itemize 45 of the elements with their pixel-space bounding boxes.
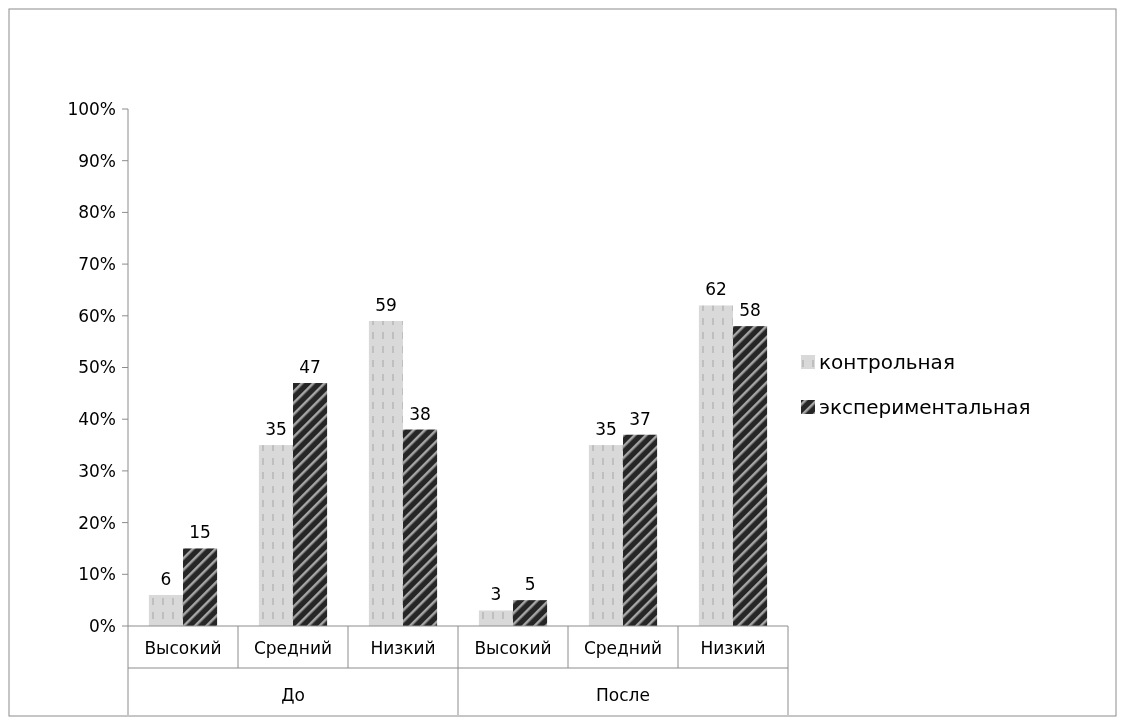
bar: [623, 434, 658, 626]
y-tick-label: 0%: [89, 615, 116, 636]
data-label: 38: [409, 403, 431, 424]
bar: [588, 445, 623, 626]
x-tick-label: Низкий: [370, 637, 436, 658]
data-label: 37: [629, 408, 651, 429]
bar: [733, 326, 768, 626]
bar: [293, 383, 328, 626]
x-tick-label: Высокий: [144, 637, 222, 658]
text: До: [281, 684, 305, 705]
y-tick-label: 30%: [78, 460, 116, 481]
legend-label: экспериментальная: [819, 395, 1031, 419]
data-label: 5: [524, 574, 536, 595]
bar: [513, 600, 548, 626]
y-tick-label: 40%: [78, 409, 116, 430]
x-tick-label: Средний: [253, 637, 333, 658]
y-tick-label: 100%: [67, 98, 116, 119]
data-label: 58: [739, 300, 761, 321]
legend-label: контрольная: [819, 350, 955, 374]
x-tick-label: Низкий: [700, 637, 766, 658]
bar: [698, 305, 733, 626]
text: После: [596, 684, 650, 705]
bar: [368, 320, 403, 626]
x-tick-label: Высокий: [474, 637, 552, 658]
data-label: 62: [705, 279, 727, 300]
bar: [403, 429, 438, 626]
y-tick-label: 80%: [78, 202, 116, 223]
x-tick-label: Средний: [583, 637, 663, 658]
bar: [148, 594, 183, 626]
bar: [183, 548, 218, 626]
data-label: 35: [265, 419, 287, 440]
data-label: 15: [189, 522, 211, 543]
y-tick-label: 50%: [78, 357, 116, 378]
data-label: 6: [160, 568, 172, 589]
y-tick-label: 90%: [78, 150, 116, 171]
y-tick-label: 70%: [78, 254, 116, 275]
data-label: 3: [490, 584, 502, 605]
data-label: 59: [375, 294, 397, 315]
bar: [258, 445, 293, 626]
bar: [478, 610, 513, 626]
y-tick-label: 20%: [78, 512, 116, 533]
y-tick-label: 60%: [78, 305, 116, 326]
data-label: 35: [595, 419, 617, 440]
data-label: 47: [299, 357, 321, 378]
y-tick-label: 10%: [78, 564, 116, 585]
